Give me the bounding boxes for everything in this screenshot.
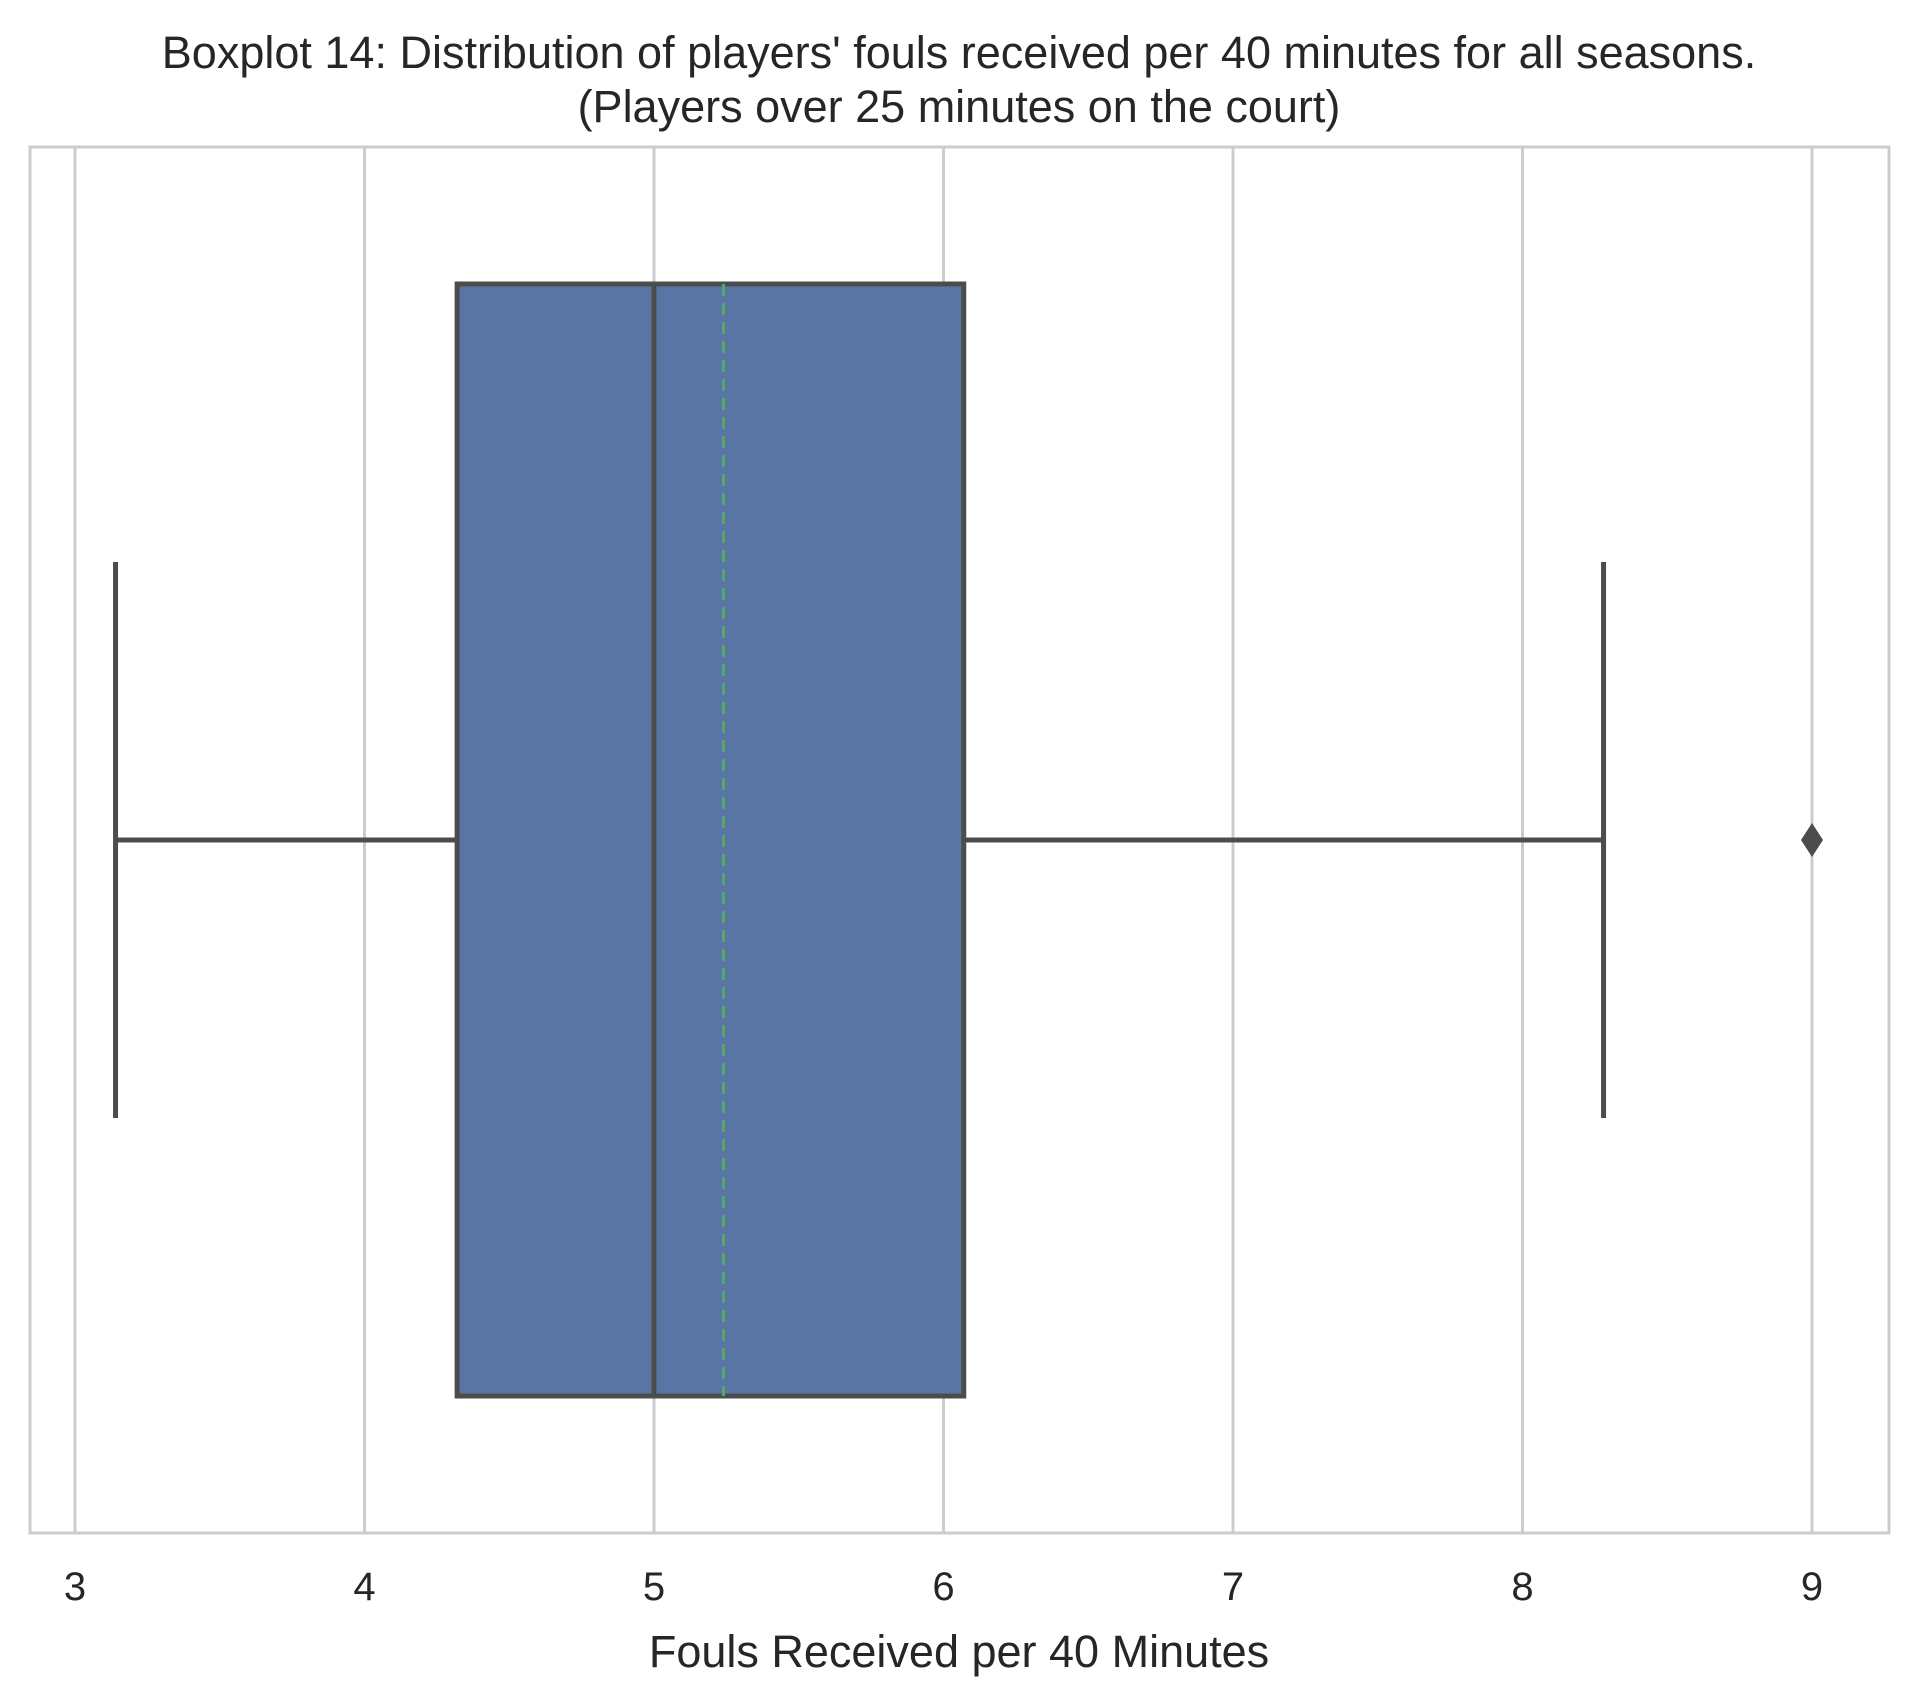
x-axis-ticks: 3 4 5 6 7 8 9 [64,1565,1823,1609]
outlier-point [1801,823,1823,857]
x-tick-label: 8 [1511,1565,1533,1609]
x-tick-label: 5 [643,1565,665,1609]
x-tick-label: 6 [932,1565,954,1609]
x-axis-label: Fouls Received per 40 Minutes [649,1626,1269,1677]
chart-title-line1: Boxplot 14: Distribution of players' fou… [162,27,1756,78]
chart-title-line2: (Players over 25 minutes on the court) [578,81,1341,132]
x-tick-label: 3 [64,1565,86,1609]
x-tick-label: 7 [1222,1565,1244,1609]
x-tick-label: 9 [1801,1565,1823,1609]
iqr-box [454,281,967,1399]
x-tick-label: 4 [353,1565,375,1609]
plot-frame [28,145,1891,1535]
boxplot-marks [113,281,1823,1399]
